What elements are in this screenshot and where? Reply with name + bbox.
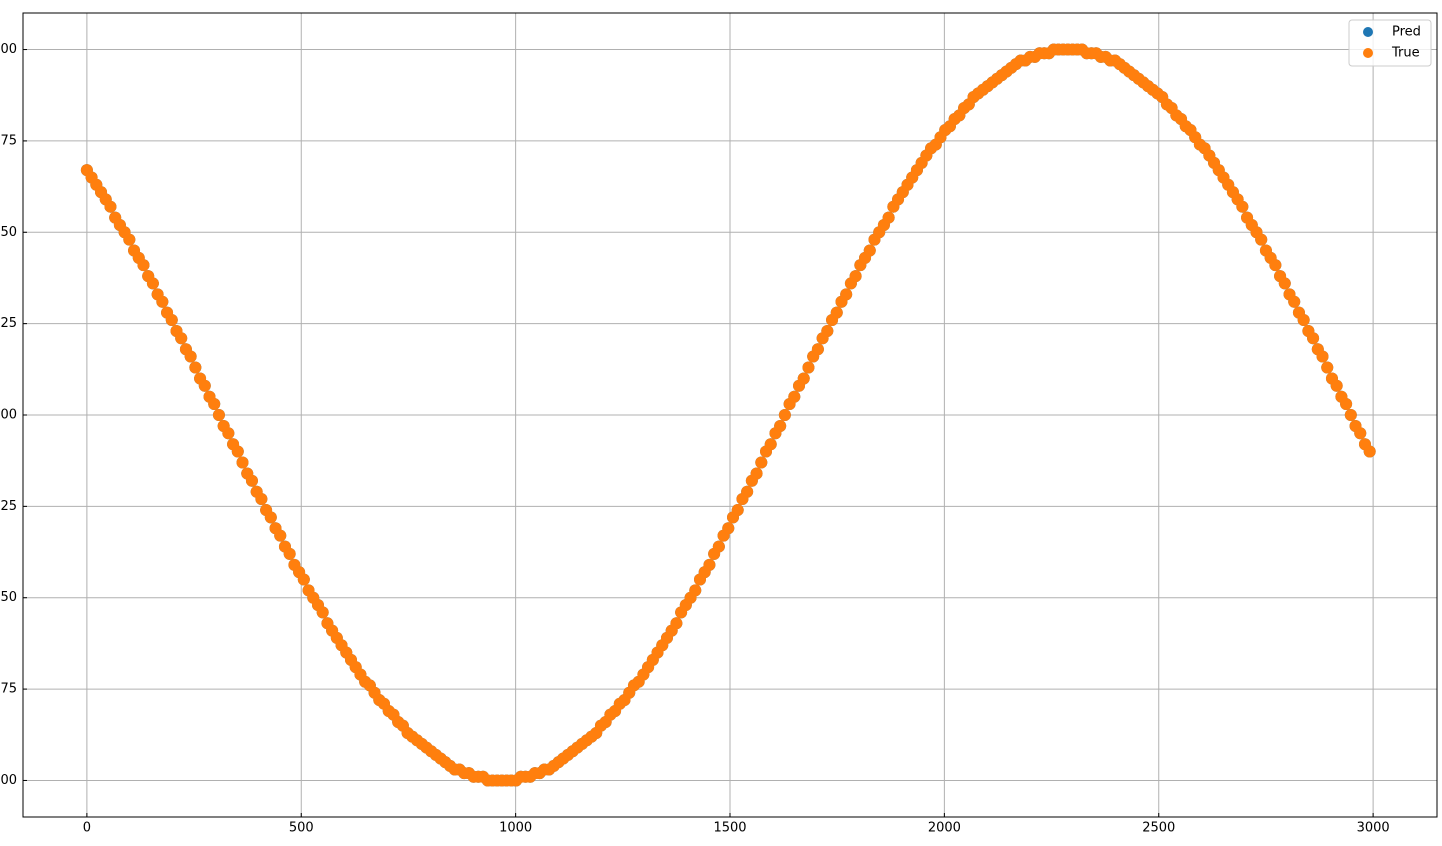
point (1236, 200, 1249, 213)
point (703, 558, 716, 571)
point (1288, 295, 1301, 308)
point (231, 445, 244, 458)
point (297, 573, 310, 586)
point (788, 390, 801, 403)
point (1307, 332, 1320, 345)
point (123, 233, 136, 246)
point (764, 438, 777, 451)
point (670, 617, 683, 630)
point (1344, 409, 1357, 421)
point (1278, 277, 1291, 290)
point (274, 529, 287, 542)
point (198, 379, 211, 392)
plot-frame (22, 12, 1438, 818)
point (208, 398, 221, 411)
series (80, 43, 1376, 787)
point (1363, 445, 1376, 458)
point (222, 427, 235, 440)
point (840, 288, 853, 301)
point (316, 606, 329, 619)
point (778, 409, 791, 421)
y-tick-label: 0.75 (0, 133, 17, 148)
point (811, 343, 824, 356)
point (104, 200, 117, 213)
x-tick-label: 500 (289, 821, 314, 836)
point (821, 324, 834, 337)
point (264, 511, 277, 524)
point (802, 361, 815, 374)
point (1354, 427, 1367, 440)
point (1321, 361, 1334, 374)
point (741, 485, 754, 498)
point (797, 372, 810, 385)
x-tick-label: 2500 (1142, 821, 1175, 836)
point (245, 474, 258, 487)
point (722, 522, 735, 535)
x-tick-label: 1000 (499, 821, 532, 836)
y-tick-label: −0.50 (0, 590, 17, 605)
legend-marker (1363, 27, 1373, 37)
point (236, 456, 249, 469)
point (212, 409, 225, 421)
point (1330, 379, 1343, 392)
point (712, 540, 725, 553)
point (755, 456, 768, 469)
point (1340, 398, 1353, 411)
y-tick-label: 0.50 (0, 225, 17, 240)
x-tick-label: 2000 (928, 821, 961, 836)
point (184, 350, 197, 363)
point (849, 270, 862, 283)
x-tick-label: 0 (83, 821, 91, 836)
legend-marker (1363, 48, 1373, 58)
y-tick-label: 1.00 (0, 42, 17, 57)
point (1255, 233, 1268, 246)
point (255, 493, 268, 506)
point (731, 504, 744, 517)
point (137, 259, 150, 272)
point (774, 419, 787, 432)
point (175, 332, 188, 345)
x-tick-label: 1500 (713, 821, 746, 836)
y-tick-label: 0.00 (0, 408, 17, 423)
point (1297, 313, 1310, 326)
y-tick-label: −1.00 (0, 773, 17, 788)
point (1316, 350, 1329, 363)
legend: Pred True (1348, 19, 1432, 67)
point (189, 361, 202, 374)
point (283, 547, 296, 560)
point (156, 295, 169, 308)
y-tick-label: −0.75 (0, 682, 17, 697)
point (146, 277, 159, 290)
y-tick-label: −0.25 (0, 499, 17, 514)
legend-label: Pred (1392, 25, 1421, 40)
point (165, 313, 178, 326)
point (863, 244, 876, 257)
point (1269, 259, 1282, 272)
y-tick-label: 0.25 (0, 316, 17, 331)
point (830, 306, 843, 319)
x-tick-label: 3000 (1357, 821, 1390, 836)
point (750, 467, 763, 480)
point (882, 211, 895, 224)
point (689, 584, 702, 597)
legend-label: True (1391, 46, 1420, 61)
